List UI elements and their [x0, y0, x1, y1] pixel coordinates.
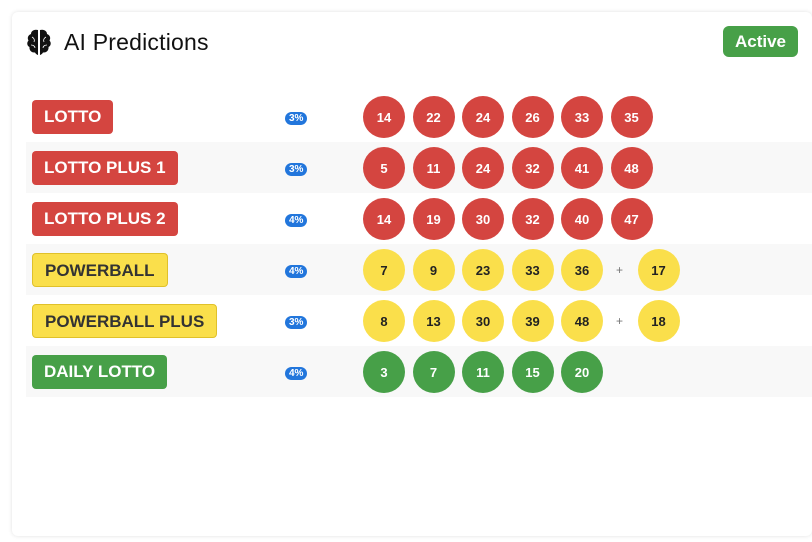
number-ball: 30 [462, 198, 504, 240]
number-ball: 13 [412, 300, 455, 342]
number-balls: 14 22 24 26 33 35 [363, 96, 660, 138]
game-label: DAILY LOTTO [32, 354, 168, 389]
predictions-card: AI Predictions Active LOTTO 3% 14 22 24 26 33 3… [12, 12, 812, 536]
number-ball: 32 [511, 198, 554, 240]
number-ball: 36 [561, 249, 603, 291]
bonus-ball: 18 [637, 300, 680, 342]
percent-badge: 4% [285, 367, 308, 380]
number-ball: 5 [363, 147, 405, 189]
number-ball: 9 [412, 249, 455, 291]
percent-badge: 3% [285, 112, 308, 125]
percent-badge: 3% [285, 316, 308, 329]
number-ball: 39 [511, 300, 554, 342]
number-ball: 40 [561, 198, 603, 240]
number-ball: 47 [610, 198, 653, 240]
number-ball: 20 [561, 351, 603, 393]
number-balls: 3 7 11 15 20 [363, 351, 611, 393]
plus-separator: + [615, 263, 623, 277]
number-ball: 48 [561, 300, 603, 342]
number-ball: 24 [462, 147, 504, 189]
number-balls: 14 19 30 32 40 47 [363, 198, 660, 240]
list-item: LOTTO PLUS 2 4% 14 19 30 32 40 47 [26, 193, 812, 244]
bonus-ball: 17 [637, 249, 680, 291]
card-header: AI Predictions Active [26, 26, 798, 58]
number-ball: 48 [610, 147, 653, 189]
game-label: LOTTO PLUS 1 [32, 150, 178, 185]
number-ball: 23 [462, 249, 504, 291]
number-ball: 41 [561, 147, 603, 189]
number-ball: 7 [363, 249, 405, 291]
brain-icon [27, 29, 51, 55]
number-ball: 3 [363, 351, 405, 393]
number-ball: 33 [511, 249, 554, 291]
number-balls: 5 11 24 32 41 48 [363, 147, 660, 189]
number-balls: 7 9 23 33 36 +17 [363, 249, 687, 291]
number-ball: 7 [412, 351, 455, 393]
list-item: DAILY LOTTO 4% 3 7 11 15 20 [26, 346, 812, 397]
number-ball: 33 [561, 96, 603, 138]
number-ball: 11 [462, 351, 504, 393]
number-ball: 22 [412, 96, 455, 138]
percent-badge: 3% [285, 163, 308, 176]
game-label: POWERBALL [32, 252, 168, 287]
game-label: LOTTO [32, 99, 114, 134]
number-ball: 15 [511, 351, 554, 393]
number-balls: 8 13 30 39 48 +18 [363, 300, 687, 342]
list-item: LOTTO 3% 14 22 24 26 33 35 [26, 91, 812, 142]
number-ball: 35 [610, 96, 653, 138]
number-ball: 14 [363, 198, 405, 240]
page-title: AI Predictions [64, 28, 209, 55]
plus-separator: + [615, 314, 623, 328]
number-ball: 19 [412, 198, 455, 240]
list-item: POWERBALL 4% 7 9 23 33 36 +17 [26, 244, 812, 295]
percent-badge: 4% [285, 265, 308, 278]
number-ball: 24 [462, 96, 504, 138]
list-item: LOTTO PLUS 1 3% 5 11 24 32 41 48 [26, 142, 812, 193]
percent-badge: 4% [285, 214, 308, 227]
number-ball: 14 [363, 96, 405, 138]
game-label: POWERBALL PLUS [32, 303, 218, 338]
status-badge: Active [722, 26, 798, 57]
number-ball: 11 [412, 147, 455, 189]
number-ball: 32 [511, 147, 554, 189]
list-item: POWERBALL PLUS 3% 8 13 30 39 48 +18 [26, 295, 812, 346]
number-ball: 26 [511, 96, 554, 138]
number-ball: 8 [363, 300, 405, 342]
predictions-list: LOTTO 3% 14 22 24 26 33 35 LOTTO PLUS 1 3% 5 11 24 32… [26, 91, 812, 397]
number-ball: 30 [462, 300, 504, 342]
game-label: LOTTO PLUS 2 [32, 201, 178, 236]
